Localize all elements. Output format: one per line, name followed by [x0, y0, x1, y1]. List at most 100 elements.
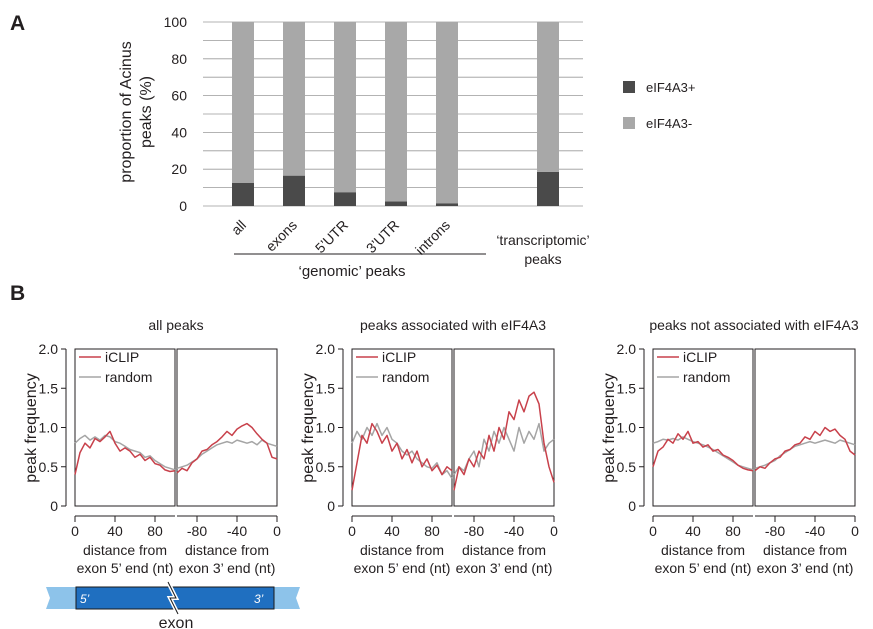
plot-frame-right [754, 348, 856, 507]
exon-5-prime-mark: 5’ [80, 592, 90, 606]
y-axis-label: peak frequency [23, 373, 40, 482]
genomic-peaks-label: ‘genomic’ peaks [299, 263, 406, 280]
plot-frame-left [351, 348, 453, 507]
x-tick-label: 0 [71, 523, 79, 539]
x-axis-label-line1: distance from [83, 542, 167, 558]
random-line-right [453, 422, 555, 476]
x-tick-label: 40 [384, 523, 400, 539]
bar-neg-6 [537, 22, 559, 172]
y-tick-label: 2.0 [617, 341, 637, 357]
exon-flank-right [274, 587, 300, 609]
panel-label-a: A [10, 12, 25, 35]
y-tick-label: 1.5 [617, 380, 637, 396]
x-axis-label-line2: exon 5’ end (nt) [77, 560, 174, 576]
random-line-left [74, 434, 176, 471]
iclip-line-right [453, 391, 555, 491]
y-tick-label: 0 [327, 498, 335, 514]
x-axis-label-line1: distance from [661, 542, 745, 558]
plot-frame-left [74, 348, 176, 507]
a-y-axis-label-line1: proportion of Acinus [118, 41, 135, 182]
exon-diagram: 5’ 3’ exon [46, 581, 300, 629]
a-y-tick-label: 20 [171, 161, 187, 177]
bar-pos-0 [232, 183, 254, 206]
stacked-bar-chart: 0 20 40 60 80 100 all exons 5’UTR 3’UTR introns p… [118, 14, 696, 280]
line-panel-title: all peaks [148, 317, 203, 333]
exon-3-prime-mark: 3’ [254, 592, 264, 606]
random-line-right [754, 439, 856, 470]
a-y-tick-labels: 0 20 40 60 80 100 [164, 14, 188, 214]
x-tick-label: 0 [851, 523, 859, 539]
exon-caption: exon [159, 615, 194, 629]
y-axis-label: peak frequency [601, 373, 618, 482]
a-y-tick-label: 60 [171, 88, 187, 104]
a-y-tick-label: 80 [171, 51, 187, 67]
a-x-tick-label: all [228, 217, 249, 238]
plot-frame-right [453, 348, 555, 507]
x-tick-label: 0 [649, 523, 657, 539]
x-axis-label-line1: distance from [185, 542, 269, 558]
legend-label-iclip: iCLIP [105, 349, 139, 365]
x-tick-label: 0 [273, 523, 281, 539]
x-tick-label: -40 [805, 523, 825, 539]
plot-frame-right [176, 348, 278, 507]
legend-label-neg: eIF4A3- [646, 116, 692, 131]
y-tick-label: 1.5 [39, 380, 59, 396]
bar-pos-2 [334, 192, 356, 206]
a-y-tick-label: 40 [171, 124, 187, 140]
a-x-tick-label: 5’UTR [312, 217, 351, 256]
y-tick-label: 0.5 [617, 459, 637, 475]
line-panel-2: peaks not associated with eIF4A3 0 0.5 1.0 1… [601, 317, 859, 576]
x-tick-label: 0 [348, 523, 356, 539]
a-legend: eIF4A3+ eIF4A3- [623, 80, 696, 131]
a-x-tick-label: exons [262, 217, 300, 255]
bar-neg-4 [436, 22, 458, 204]
legend-label-iclip: iCLIP [382, 349, 416, 365]
x-axis-label-line1: distance from [360, 542, 444, 558]
x-axis-label-line1: distance from [763, 542, 847, 558]
transcriptomic-label-line1: ‘transcriptomic’ [496, 232, 589, 248]
y-tick-label: 1.0 [617, 420, 637, 436]
legend-label-pos: eIF4A3+ [646, 80, 696, 95]
y-tick-label: 1.0 [316, 420, 336, 436]
legend-label-iclip: iCLIP [683, 349, 717, 365]
y-tick-label: 0 [628, 498, 636, 514]
x-tick-label: -80 [187, 523, 207, 539]
x-tick-label: -40 [227, 523, 247, 539]
exon-break-mark [167, 581, 179, 615]
bar-pos-6 [537, 171, 559, 206]
x-tick-label: 40 [107, 523, 123, 539]
y-tick-label: 0 [50, 498, 58, 514]
x-axis-label-line2: exon 3’ end (nt) [456, 560, 553, 576]
y-tick-label: 2.0 [39, 341, 59, 357]
line-panel-1: peaks associated with eIF4A3 0 0.5 1.0 1.5 2.… [300, 317, 558, 576]
panel-label-b: B [10, 282, 25, 305]
x-tick-label: -40 [504, 523, 524, 539]
y-tick-label: 1.0 [39, 420, 59, 436]
iclip-line-right [754, 426, 856, 472]
x-axis-label-line2: exon 3’ end (nt) [179, 560, 276, 576]
line-charts: all peaks 0 0.5 1.0 1.5 2.0 peak frequency 0 40 8… [23, 317, 859, 576]
bar-neg-0 [232, 22, 254, 183]
bar-neg-1 [283, 22, 305, 176]
bar-pos-1 [283, 175, 305, 206]
bar-neg-3 [385, 22, 407, 202]
x-tick-label: 80 [725, 523, 741, 539]
bar-pos-3 [385, 201, 407, 206]
a-y-axis-label-line2: peaks (%) [138, 76, 155, 148]
exon-flank-left [46, 587, 76, 609]
a-x-tick-label: introns [412, 217, 453, 258]
line-panel-title: peaks not associated with eIF4A3 [649, 317, 859, 333]
legend-swatch-neg [623, 117, 635, 129]
x-axis-label-line1: distance from [462, 542, 546, 558]
x-tick-label: -80 [464, 523, 484, 539]
iclip-line-left [652, 430, 754, 472]
transcriptomic-label-line2: peaks [524, 251, 561, 267]
legend-swatch-pos [623, 81, 635, 93]
line-panel-title: peaks associated with eIF4A3 [360, 317, 546, 333]
x-tick-label: -80 [765, 523, 785, 539]
random-line-left [351, 422, 453, 479]
iclip-line-left [351, 422, 453, 491]
x-axis-label-line2: exon 3’ end (nt) [757, 560, 854, 576]
y-tick-label: 1.5 [316, 380, 336, 396]
